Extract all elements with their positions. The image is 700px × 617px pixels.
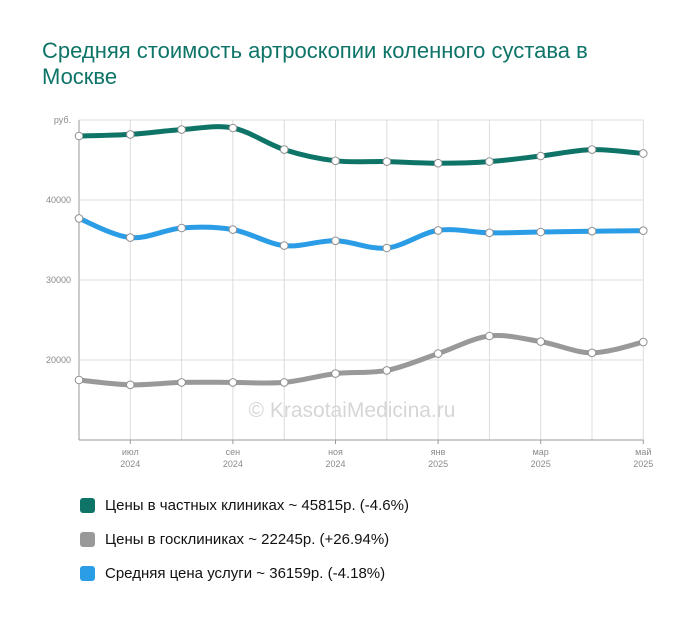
data-point-series-1: [74, 131, 84, 141]
x-tick-label-year: 2024: [325, 459, 345, 469]
data-point-series-2: [433, 349, 443, 358]
data-point-series-1: [587, 145, 597, 154]
data-point-series-2: [382, 366, 392, 375]
data-point-series-1: [382, 157, 392, 166]
data-point-series-2: [279, 378, 289, 387]
legend-label-average: Средняя цена услуги ~ 36159р. (-4.18%): [105, 564, 386, 582]
watermark: © KrasotaiMedicina.ru: [249, 399, 456, 422]
chart-title: Средняя стоимость артроскопии коленного …: [42, 38, 588, 89]
x-tick-label-month: май: [635, 447, 651, 457]
data-point-series-2: [587, 348, 597, 358]
x-tick-label-year: 2024: [120, 459, 140, 469]
data-point-series-3: [382, 243, 392, 253]
data-point-series-3: [279, 241, 289, 250]
legend-swatch-public: [80, 531, 95, 547]
data-point-series-2: [331, 369, 340, 378]
data-point-series-1: [433, 158, 443, 168]
data-point-series-3: [228, 225, 238, 234]
y-unit-label: руб.: [54, 115, 71, 125]
data-point-series-1: [485, 157, 494, 166]
data-point-series-1: [177, 125, 186, 134]
data-point-series-1: [126, 130, 135, 139]
y-tick-label: 40000: [46, 195, 71, 205]
data-point-series-2: [639, 337, 648, 347]
legend-item-average[interactable]: Средняя цена услуги ~ 36159р. (-4.18%): [80, 556, 409, 590]
legend-item-private[interactable]: Цены в частных клиниках ~ 45815р. (-4.6%…: [80, 488, 409, 522]
x-tick-label-year: 2025: [428, 459, 448, 469]
data-point-series-1: [279, 145, 289, 154]
x-tick-label-month: сен: [226, 447, 241, 457]
data-point-series-1: [331, 156, 340, 166]
grid: [78, 119, 644, 440]
data-point-series-3: [433, 226, 443, 235]
legend-item-public[interactable]: Цены в госклиниках ~ 22245р. (+26.94%): [80, 522, 409, 556]
series-group: [74, 123, 648, 390]
data-point-series-2: [74, 375, 84, 385]
data-point-series-2: [485, 331, 494, 341]
axes: 20000 30000 40000 руб. июл 2024 сен 2024 ноя 2024…: [46, 115, 653, 469]
x-tick-label-year: 2025: [633, 459, 653, 469]
data-point-series-2: [177, 378, 186, 387]
data-point-series-3: [331, 236, 340, 246]
data-point-series-3: [639, 226, 648, 236]
legend-swatch-average: [80, 565, 95, 581]
legend: Цены в частных клиниках ~ 45815р. (-4.6%…: [80, 488, 409, 590]
x-tick-label-year: 2024: [223, 459, 243, 469]
data-point-series-3: [587, 226, 597, 236]
data-point-series-2: [228, 378, 238, 387]
x-tick-label-month: ноя: [328, 447, 343, 457]
data-point-series-3: [177, 223, 186, 233]
data-point-series-1: [639, 149, 648, 158]
legend-swatch-private: [80, 497, 95, 513]
legend-label-public: Цены в госклиниках ~ 22245р. (+26.94%): [105, 530, 390, 548]
data-point-series-3: [536, 227, 546, 237]
y-tick-label: 20000: [46, 355, 71, 365]
data-point-series-1: [536, 151, 546, 161]
x-tick-label-month: мар: [533, 447, 549, 457]
legend-label-private: Цены в частных клиниках ~ 45815р. (-4.6%…: [105, 496, 409, 514]
data-point-series-3: [485, 228, 494, 238]
series-line-1: [76, 124, 646, 166]
data-point-series-2: [536, 337, 546, 346]
data-point-series-3: [74, 214, 84, 223]
data-point-series-2: [126, 380, 135, 390]
data-point-series-1: [228, 123, 238, 133]
y-tick-label: 30000: [46, 275, 71, 285]
x-tick-label-year: 2025: [531, 459, 551, 469]
x-tick-label-month: янв: [431, 447, 446, 457]
x-tick-label-month: июл: [122, 447, 139, 457]
line-chart: © KrasotaiMedicina.ru 20000 30000 40000 руб…: [46, 115, 653, 469]
data-point-series-3: [126, 233, 135, 242]
series-line-3: [76, 215, 646, 251]
